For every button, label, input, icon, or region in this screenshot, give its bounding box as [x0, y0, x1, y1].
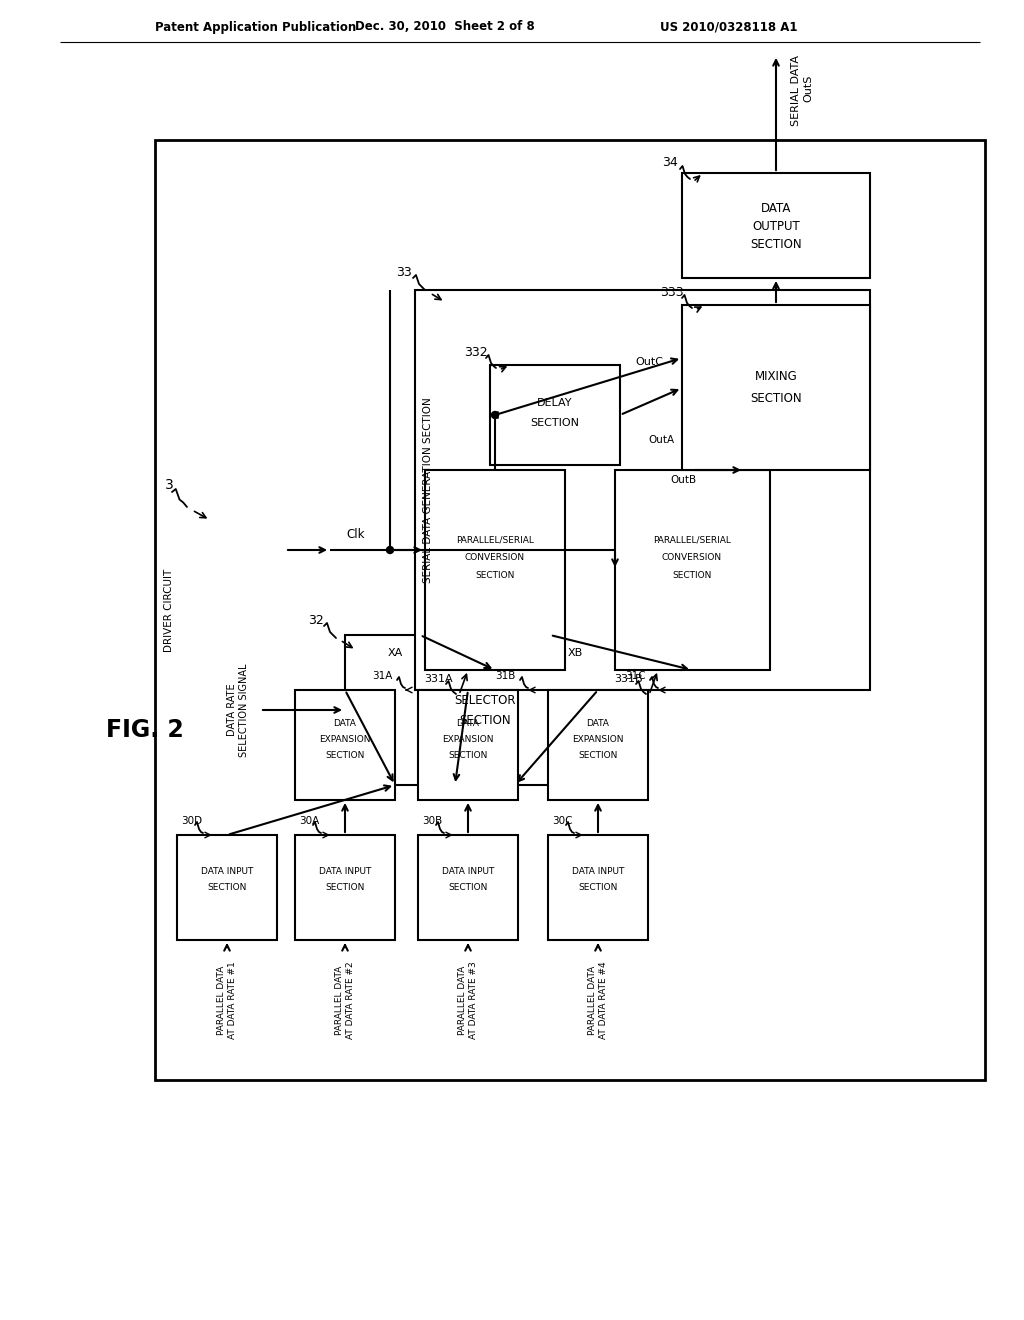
Text: SECTION: SECTION [579, 883, 617, 892]
Text: DATA INPUT: DATA INPUT [571, 867, 625, 876]
Text: PARALLEL/SERIAL: PARALLEL/SERIAL [653, 536, 731, 544]
Text: DATA RATE
SELECTION SIGNAL: DATA RATE SELECTION SIGNAL [227, 663, 249, 756]
Text: SECTION: SECTION [459, 714, 511, 726]
Text: EXPANSION: EXPANSION [319, 734, 371, 743]
Text: Patent Application Publication: Patent Application Publication [155, 21, 356, 33]
Bar [418, 690, 518, 800]
Text: OutB: OutB [670, 475, 696, 484]
Text: SECTION: SECTION [326, 883, 365, 892]
Text: 30D: 30D [181, 816, 202, 826]
Text: OutA: OutA [648, 436, 674, 445]
Text: OutS: OutS [803, 74, 813, 102]
Text: SECTION: SECTION [326, 751, 365, 759]
Text: PARALLEL DATA
AT DATA RATE #4: PARALLEL DATA AT DATA RATE #4 [589, 961, 607, 1039]
Text: 331A: 331A [424, 675, 453, 684]
Text: 30C: 30C [552, 816, 572, 826]
Bar [425, 470, 565, 671]
Text: EXPANSION: EXPANSION [442, 734, 494, 743]
Text: PARALLEL DATA
AT DATA RATE #2: PARALLEL DATA AT DATA RATE #2 [335, 961, 354, 1039]
Text: SECTION: SECTION [449, 883, 487, 892]
Text: 3: 3 [165, 478, 174, 492]
Text: DRIVER CIRCUIT: DRIVER CIRCUIT [164, 569, 174, 652]
Text: SELECTOR: SELECTOR [455, 693, 516, 706]
Text: PARALLEL/SERIAL: PARALLEL/SERIAL [456, 536, 534, 544]
Text: XB: XB [567, 648, 583, 657]
Text: 331B: 331B [614, 675, 643, 684]
Circle shape [492, 412, 499, 418]
Text: 31C: 31C [626, 671, 646, 681]
Bar [177, 836, 278, 940]
Text: PARALLEL DATA
AT DATA RATE #1: PARALLEL DATA AT DATA RATE #1 [217, 961, 237, 1039]
Text: 33: 33 [396, 265, 412, 279]
Text: Clk: Clk [346, 528, 365, 541]
Bar [345, 635, 625, 785]
Bar [415, 290, 870, 690]
Text: XA: XA [387, 648, 402, 657]
Bar [615, 470, 770, 671]
Bar [682, 173, 870, 279]
Bar [490, 366, 620, 465]
Text: SECTION: SECTION [449, 751, 487, 759]
Text: 31A: 31A [373, 671, 393, 681]
Text: 333: 333 [660, 285, 684, 298]
Text: 32: 32 [308, 614, 324, 627]
Text: 332: 332 [464, 346, 487, 359]
Text: SECTION: SECTION [579, 751, 617, 759]
Text: DATA INPUT: DATA INPUT [441, 867, 495, 876]
Text: Dec. 30, 2010  Sheet 2 of 8: Dec. 30, 2010 Sheet 2 of 8 [355, 21, 535, 33]
Text: SECTION: SECTION [475, 572, 515, 581]
Text: SECTION: SECTION [673, 572, 712, 581]
Text: 30A: 30A [299, 816, 319, 826]
Text: PARALLEL DATA
AT DATA RATE #3: PARALLEL DATA AT DATA RATE #3 [459, 961, 478, 1039]
Text: OUTPUT: OUTPUT [752, 219, 800, 232]
Text: SECTION: SECTION [751, 392, 802, 404]
Text: CONVERSION: CONVERSION [662, 553, 722, 562]
Text: 34: 34 [663, 157, 678, 169]
Circle shape [386, 546, 393, 553]
Text: 30B: 30B [422, 816, 442, 826]
Text: SECTION: SECTION [530, 418, 580, 428]
Bar [295, 690, 395, 800]
Text: MIXING: MIXING [755, 370, 798, 383]
Text: DATA: DATA [334, 718, 356, 727]
Text: US 2010/0328118 A1: US 2010/0328118 A1 [660, 21, 798, 33]
Text: OutC: OutC [635, 356, 663, 367]
Text: DATA: DATA [457, 718, 479, 727]
Bar [295, 836, 395, 940]
Text: CONVERSION: CONVERSION [465, 553, 525, 562]
Bar [548, 836, 648, 940]
Bar [548, 690, 648, 800]
Text: SECTION: SECTION [207, 883, 247, 892]
Text: DATA INPUT: DATA INPUT [318, 867, 371, 876]
Bar [155, 140, 985, 1080]
Text: DATA: DATA [587, 718, 609, 727]
Text: DATA: DATA [761, 202, 792, 214]
Text: SERIAL DATA GENERATION SECTION: SERIAL DATA GENERATION SECTION [423, 397, 433, 583]
Bar [418, 836, 518, 940]
Text: FIG. 2: FIG. 2 [106, 718, 184, 742]
Text: SECTION: SECTION [751, 238, 802, 251]
Text: SERIAL DATA: SERIAL DATA [791, 54, 801, 125]
Text: DATA INPUT: DATA INPUT [201, 867, 253, 876]
Text: EXPANSION: EXPANSION [572, 734, 624, 743]
Bar [682, 305, 870, 470]
Text: DELAY: DELAY [538, 399, 572, 408]
Text: 31B: 31B [496, 671, 516, 681]
